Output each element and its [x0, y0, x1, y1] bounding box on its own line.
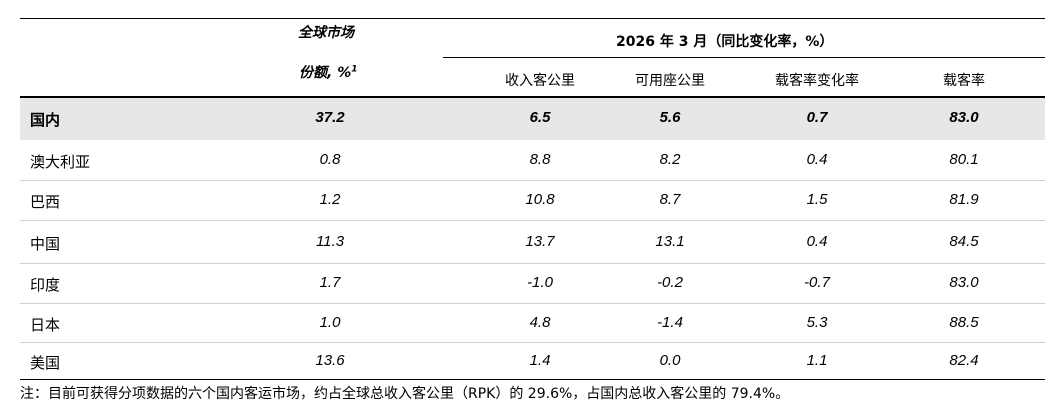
table-row: 日本 1.0 4.8 -1.4 5.3 88.5	[20, 304, 1045, 342]
cell-rpk: 10.8	[525, 191, 555, 208]
cell-plf: 84.5	[949, 233, 979, 250]
cell-rpk: 4.8	[529, 314, 551, 331]
cell-ask: 8.7	[659, 191, 681, 208]
row-divider	[20, 220, 1045, 221]
cell-plf: 83.0	[949, 274, 979, 291]
cell-share: 37.2	[315, 109, 345, 126]
cell-plf-change: 0.4	[806, 151, 828, 168]
cell-ask: 0.0	[659, 352, 681, 369]
cell-rpk: 8.8	[529, 151, 551, 168]
share-header-line2: 份额, %1	[299, 62, 358, 82]
cell-ask: -1.4	[657, 314, 683, 331]
cell-plf: 81.9	[949, 191, 979, 208]
table-row: 中国 11.3 13.7 13.1 0.4 84.5	[20, 221, 1045, 263]
row-name: 中国	[30, 235, 61, 253]
cell-share: 1.0	[319, 314, 341, 331]
cell-plf: 80.1	[949, 151, 979, 168]
cell-rpk: 13.7	[525, 233, 555, 250]
cell-share: 1.2	[319, 191, 341, 208]
footnote-marker: 1	[351, 64, 358, 75]
row-name: 日本	[30, 316, 61, 334]
cell-plf-change: 1.1	[806, 352, 828, 369]
cell-ask: -0.2	[657, 274, 683, 291]
table-row: 美国 13.6 1.4 0.0 1.1 82.4	[20, 343, 1045, 379]
footnote: 注：目前可获得分项数据的六个国内客运市场，约占全球总收入客公里（RPK）的 29…	[20, 386, 790, 402]
table-row: 澳大利亚 0.8 8.8 8.2 0.4 80.1	[20, 140, 1045, 180]
cell-plf-change: -0.7	[804, 274, 830, 291]
cell-plf: 88.5	[949, 314, 979, 331]
col-header-ask: 可用座公里	[635, 73, 705, 89]
bottom-rule	[20, 379, 1045, 380]
share-header-text: 份额, %	[299, 65, 352, 81]
cell-ask: 8.2	[659, 151, 681, 168]
cell-plf-change: 1.5	[806, 191, 828, 208]
row-name: 印度	[30, 276, 61, 294]
row-divider	[20, 263, 1045, 264]
cell-share: 0.8	[319, 151, 341, 168]
cell-ask: 5.6	[659, 109, 681, 126]
row-name: 澳大利亚	[30, 153, 91, 171]
table-row: 印度 1.7 -1.0 -0.2 -0.7 83.0	[20, 264, 1045, 303]
row-divider	[20, 180, 1045, 181]
cell-plf: 83.0	[949, 109, 979, 126]
cell-plf-change: 5.3	[806, 314, 828, 331]
group-rule	[443, 57, 1045, 58]
col-header-plf: 载客率	[943, 73, 985, 89]
group-title: 2026 年 3 月（同比变化率，%）	[616, 34, 834, 50]
cell-plf: 82.4	[949, 352, 979, 369]
top-rule	[20, 18, 1045, 19]
col-header-rpk: 收入客公里	[505, 73, 575, 89]
cell-rpk: 6.5	[529, 109, 551, 126]
row-name: 美国	[30, 354, 61, 372]
table-row: 巴西 1.2 10.8 8.7 1.5 81.9	[20, 181, 1045, 220]
col-header-plf-change: 载客率变化率	[775, 73, 859, 89]
cell-rpk: 1.4	[529, 352, 551, 369]
row-name: 国内	[30, 111, 61, 129]
cell-rpk: -1.0	[527, 274, 553, 291]
header-rule	[20, 96, 1045, 98]
cell-plf-change: 0.4	[806, 233, 828, 250]
data-table: 全球市场 份额, %1 2026 年 3 月（同比变化率，%） 收入客公里 可用…	[20, 0, 1045, 406]
cell-share: 13.6	[315, 352, 345, 369]
row-divider	[20, 342, 1045, 343]
cell-share: 11.3	[315, 233, 345, 250]
cell-share: 1.7	[319, 274, 341, 291]
table-row-domestic: 国内 37.2 6.5 5.6 0.7 83.0	[20, 98, 1045, 140]
row-name: 巴西	[30, 193, 61, 211]
share-header-line1: 全球市场	[298, 25, 354, 41]
cell-ask: 13.1	[655, 233, 685, 250]
row-divider	[20, 303, 1045, 304]
cell-plf-change: 0.7	[806, 109, 828, 126]
